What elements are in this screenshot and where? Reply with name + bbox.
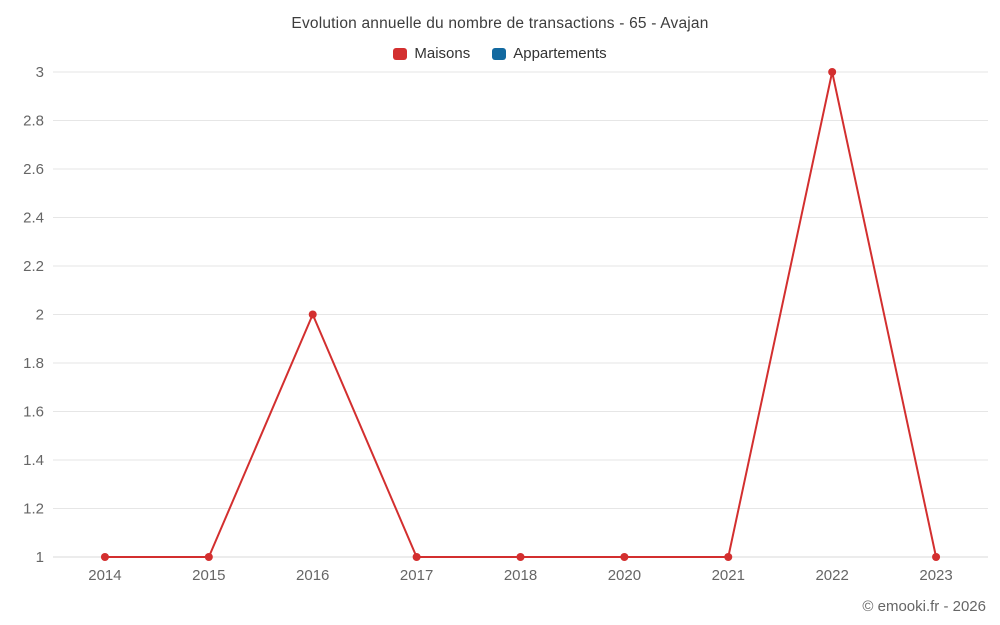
legend-label: Maisons — [414, 45, 471, 62]
y-axis-tick-label: 1 — [36, 549, 44, 566]
x-axis-tick-label: 2021 — [712, 567, 745, 584]
y-axis-tick-label: 2.8 — [23, 113, 44, 130]
x-axis-tick-label: 2022 — [815, 567, 848, 584]
legend-item-maisons[interactable]: Maisons — [393, 45, 470, 62]
y-axis-tick-label: 1.8 — [23, 355, 44, 372]
data-point-maisons-2022[interactable] — [828, 68, 837, 76]
data-point-maisons-2018[interactable] — [516, 553, 525, 561]
x-axis-tick-label: 2015 — [192, 567, 225, 584]
y-axis-tick-label: 1.4 — [23, 452, 44, 469]
x-axis-tick-label: 2020 — [608, 567, 641, 584]
y-axis-tick-label: 2.4 — [23, 210, 44, 227]
x-axis-tick-label: 2023 — [919, 567, 952, 584]
x-axis-tick-label: 2014 — [88, 567, 121, 584]
data-point-maisons-2023[interactable] — [932, 553, 941, 561]
data-point-maisons-2014[interactable] — [100, 553, 109, 561]
y-axis-tick-label: 3 — [36, 64, 44, 81]
chart-legend: Maisons Appartements — [0, 45, 1000, 62]
y-axis-tick-label: 2.6 — [23, 161, 44, 178]
data-point-maisons-2017[interactable] — [412, 553, 421, 561]
y-axis-tick-label: 1.6 — [23, 404, 44, 421]
x-axis-tick-label: 2018 — [504, 567, 537, 584]
x-axis-tick-label: 2017 — [400, 567, 433, 584]
y-axis-tick-label: 1.2 — [23, 501, 44, 518]
legend-series-marker — [492, 47, 507, 60]
data-point-maisons-2016[interactable] — [308, 310, 317, 319]
data-point-maisons-2020[interactable] — [620, 553, 629, 561]
y-axis-tick-label: 2.2 — [23, 258, 44, 275]
legend-item-appartements[interactable]: Appartements — [492, 45, 607, 62]
legend-series-marker — [393, 47, 408, 60]
chart-title: Evolution annuelle du nombre de transact… — [291, 15, 709, 32]
data-point-maisons-2015[interactable] — [204, 553, 213, 561]
data-point-maisons-2021[interactable] — [724, 553, 733, 561]
y-axis-tick-label: 2 — [36, 307, 44, 324]
legend-label: Appartements — [513, 45, 607, 62]
credits-link[interactable]: © emooki.fr - 2026 — [862, 598, 986, 615]
x-axis-tick-label: 2016 — [296, 567, 329, 584]
